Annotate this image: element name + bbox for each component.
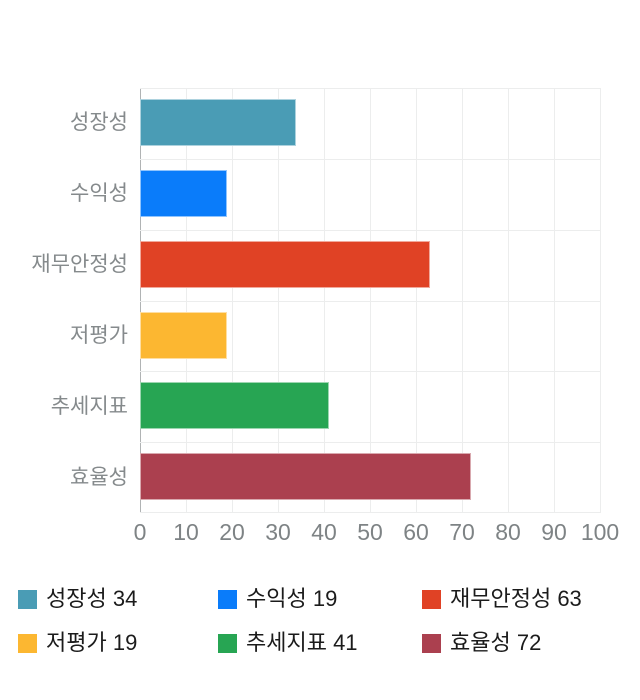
legend-swatch-icon [422,633,441,653]
legend-label: 수익성 19 [246,586,338,611]
x-axis-tick-40: 40 [311,519,337,545]
legend-swatch-icon [218,633,237,653]
gridline-vertical [600,88,601,513]
legend-swatch-icon [18,633,37,653]
bar-row [140,301,600,372]
legend-swatch-icon [218,589,237,609]
legend-item-성장성[interactable]: 성장성 34 [18,588,137,610]
legend-label: 성장성 34 [46,586,138,611]
bar-row [140,371,600,442]
plot-area [140,88,601,513]
legend-item-추세지표[interactable]: 추세지표 41 [218,632,358,654]
y-axis-label-효율성: 효율성 [70,465,128,489]
y-axis-label-재무안정성: 재무안정성 [31,253,128,277]
y-axis-label-추세지표: 추세지표 [50,394,128,418]
legend-label: 재무안정성 63 [450,586,582,611]
legend-item-효율성[interactable]: 효율성 72 [422,632,541,654]
x-axis-tick-50: 50 [357,519,383,545]
bar-row [140,442,600,513]
x-axis-tick-60: 60 [403,519,429,545]
legend-item-재무안정성[interactable]: 재무안정성 63 [422,588,582,610]
legend-label: 효율성 72 [450,630,542,655]
legend-label: 추세지표 41 [246,630,358,655]
bar-수익성[interactable] [140,169,228,217]
y-axis-label-성장성: 성장성 [70,111,128,135]
x-axis-tick-90: 90 [541,519,567,545]
bar-성장성[interactable] [140,99,297,146]
bar-row [140,88,600,159]
legend-label: 저평가 19 [46,630,138,655]
y-axis-label-저평가: 저평가 [70,323,128,347]
x-axis-tick-100: 100 [580,519,620,545]
legend-swatch-icon [422,589,441,609]
x-axis-tick-20: 20 [219,519,245,545]
x-axis-tick-labels: 0 10 20 30 40 50 60 70 80 90 100 [134,519,620,555]
y-axis-label-수익성: 수익성 [70,182,128,206]
bar-재무안정성[interactable] [140,240,430,288]
x-axis-tick-80: 80 [495,519,521,545]
bar-효율성[interactable] [140,453,472,501]
x-axis-tick-0: 0 [133,519,147,545]
bar-row [140,159,600,230]
bar-추세지표[interactable] [140,382,329,430]
chart-legend: 성장성 34 수익성 19 재무안정성 63 저평가 19 추세지표 41 효율성 72 [0,576,640,694]
bar-series [140,88,600,513]
x-axis-tick-10: 10 [173,519,199,545]
legend-item-저평가[interactable]: 저평가 19 [18,632,137,654]
bar-row [140,230,600,301]
bar-저평가[interactable] [140,311,228,359]
x-axis-tick-30: 30 [265,519,291,545]
legend-swatch-icon [18,589,37,609]
legend-item-수익성[interactable]: 수익성 19 [218,588,337,610]
x-axis-tick-70: 70 [449,519,475,545]
